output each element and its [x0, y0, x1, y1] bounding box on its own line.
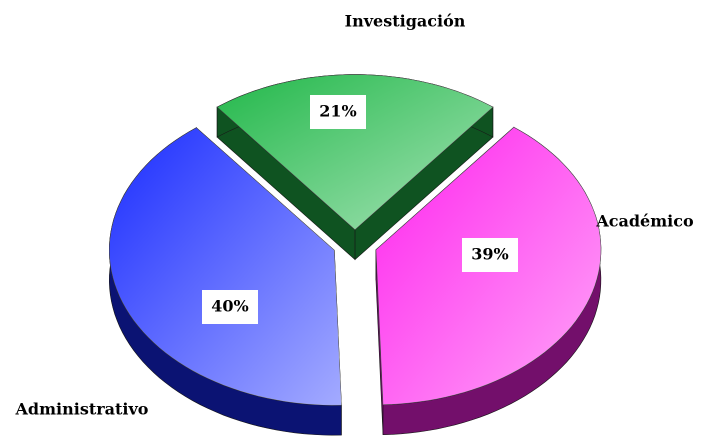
radial-wall-shade	[375, 249, 383, 435]
slice-shine	[217, 74, 493, 230]
value-label: 40%	[211, 297, 248, 316]
slice-shine	[109, 127, 342, 406]
outer-wall-shade	[109, 127, 342, 436]
outer-wall-shade	[383, 127, 601, 435]
category-label: Administrativo	[15, 400, 149, 419]
category-label: Académico	[595, 212, 694, 231]
value-label: 39%	[471, 245, 508, 264]
radial-wall-shade	[355, 107, 493, 260]
value-label-box	[462, 238, 518, 272]
value-label: 21%	[319, 102, 356, 121]
radial-wall-shade	[217, 107, 355, 260]
value-label-box	[310, 95, 366, 129]
value-label-box	[202, 290, 258, 324]
category-label: Investigación	[345, 12, 466, 31]
